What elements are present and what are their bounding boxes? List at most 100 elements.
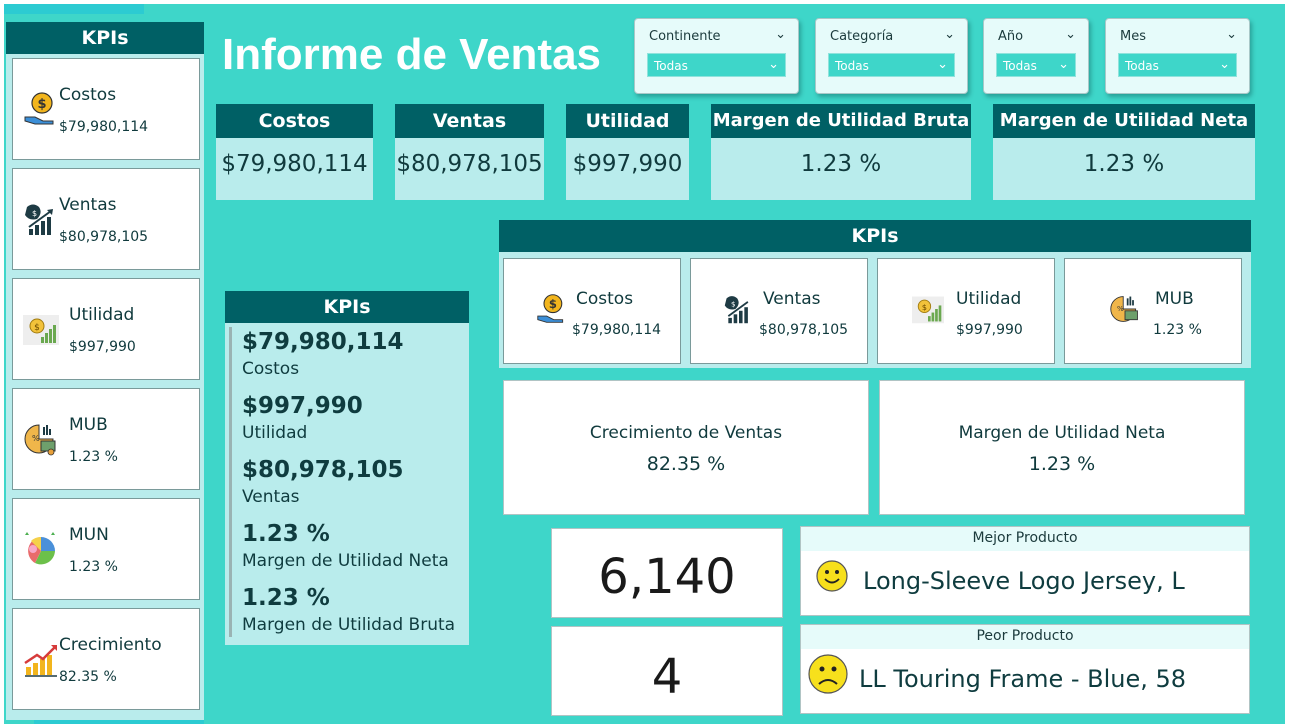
left-kpi-card-costos[interactable]: $ Costos $79,980,114: [12, 58, 200, 160]
chevron-down-icon[interactable]: ⌄: [775, 27, 786, 42]
card-ventas[interactable]: Ventas $80,978,105: [395, 104, 544, 200]
best-product-card[interactable]: Mejor Producto Long-Sleeve Logo Jersey, …: [800, 526, 1250, 616]
mid-kpi-label: Costos: [242, 359, 300, 379]
mid-kpi-value: $997,990: [242, 393, 363, 419]
best-count-card[interactable]: 6,140: [551, 528, 783, 618]
card-header: Ventas: [395, 104, 544, 138]
svg-text:%: %: [32, 434, 40, 443]
report-canvas: KPIs $ Costos $79,980,114 $ Ventas: [4, 4, 1285, 724]
slicer-mes[interactable]: Mes ⌄ Todas ⌄: [1105, 18, 1250, 94]
growth-chart-icon: [24, 645, 57, 677]
card-value: 82.35 %: [646, 453, 726, 475]
card-label: Crecimiento de Ventas: [589, 423, 783, 443]
card-header: Margen de Utilidad Bruta: [711, 104, 971, 138]
slicer-dropdown[interactable]: Todas ⌄: [828, 53, 955, 77]
right-kpi-panel: KPIs $ Costos $79,980,114 $ Ventas $80,9…: [499, 220, 1251, 368]
mid-kpi-label: Ventas: [242, 487, 300, 507]
left-kpi-header: KPIs: [6, 22, 204, 54]
card-margen-bruta[interactable]: Margen de Utilidad Bruta 1.23 %: [711, 104, 971, 200]
left-kpi-card-mun[interactable]: MUN 1.23 %: [12, 498, 200, 600]
bottom-stripe: [34, 718, 204, 724]
card-crecimiento-ventas[interactable]: Crecimiento de Ventas 82.35 %: [503, 380, 869, 515]
mid-kpi-label: Margen de Utilidad Neta: [242, 551, 449, 571]
mid-kpi-label: Utilidad: [242, 423, 308, 443]
smiley-face-icon: [816, 560, 848, 592]
accent-bar: [229, 327, 232, 637]
mid-kpi-value: 1.23 %: [242, 585, 330, 611]
slicer-label: Continente: [649, 29, 721, 44]
right-kpi-value: $79,980,114: [572, 322, 662, 338]
mid-kpi-item: $79,980,114 Costos: [242, 329, 404, 379]
chevron-down-icon[interactable]: ⌄: [944, 27, 955, 42]
mid-kpi-label: Margen de Utilidad Bruta: [242, 615, 456, 635]
worst-product-card[interactable]: Peor Producto LL Touring Frame - Blue, 5…: [800, 624, 1250, 714]
right-kpi-card-utilidad[interactable]: $ Utilidad $997,990: [877, 258, 1055, 364]
left-kpi-value: $997,990: [69, 339, 136, 355]
money-bag-hand-icon: $: [24, 92, 54, 125]
left-kpi-card-mub[interactable]: % MUB 1.23 %: [12, 388, 200, 490]
slicer-dropdown[interactable]: Todas ⌄: [647, 53, 786, 77]
left-kpi-label: Utilidad: [69, 305, 135, 325]
money-bag-growth-icon: $: [25, 204, 53, 235]
slicer-dropdown[interactable]: Todas ⌄: [1118, 53, 1237, 77]
slicer-value: Todas: [1125, 59, 1159, 73]
chevron-down-icon: ⌄: [768, 57, 779, 72]
left-kpi-card-ventas[interactable]: $ Ventas $80,978,105: [12, 168, 200, 270]
slicer-continente[interactable]: Continente ⌄ Todas ⌄: [634, 18, 799, 94]
right-kpi-card-mub[interactable]: % MUB 1.23 %: [1064, 258, 1242, 364]
slicer-value: Todas: [1003, 59, 1037, 73]
card-header: Costos: [216, 104, 373, 138]
money-bag-hand-icon: $: [537, 294, 564, 323]
svg-text:%: %: [1117, 304, 1124, 313]
slicer-label: Año: [998, 29, 1024, 44]
left-kpi-label: Crecimiento: [59, 635, 162, 655]
right-kpi-card-costos[interactable]: $ Costos $79,980,114: [503, 258, 681, 364]
card-value: 1.23 %: [1083, 151, 1165, 177]
svg-text:$: $: [37, 97, 46, 112]
slicer-value: Todas: [835, 59, 869, 73]
svg-text:$: $: [32, 209, 37, 218]
card-costos[interactable]: Costos $79,980,114: [216, 104, 373, 200]
top-stripe: [4, 4, 144, 14]
left-kpi-value: 82.35 %: [59, 669, 117, 685]
left-kpi-label: Costos: [59, 85, 117, 105]
svg-text:$: $: [922, 303, 927, 312]
left-kpi-value: $79,980,114: [59, 119, 149, 135]
card-label: Margen de Utilidad Neta: [958, 423, 1166, 443]
best-product-label: Mejor Producto: [801, 527, 1249, 551]
multi-row-kpi-card[interactable]: KPIs $79,980,114 Costos $997,990 Utilida…: [225, 291, 469, 645]
chevron-down-icon[interactable]: ⌄: [1065, 27, 1076, 42]
slicer-dropdown[interactable]: Todas ⌄: [996, 53, 1076, 77]
worst-product-value: LL Touring Frame - Blue, 58: [859, 665, 1187, 693]
right-kpi-header: KPIs: [499, 220, 1251, 252]
sad-face-icon: [808, 654, 848, 694]
slicer-categoria[interactable]: Categoría ⌄ Todas ⌄: [815, 18, 968, 94]
right-kpi-value: 1.23 %: [1153, 322, 1202, 338]
slicer-ano[interactable]: Año ⌄ Todas ⌄: [983, 18, 1089, 94]
card-value: $79,980,114: [221, 151, 368, 177]
slicer-label: Categoría: [830, 29, 894, 44]
chevron-down-icon[interactable]: ⌄: [1226, 27, 1237, 42]
right-kpi-label: Ventas: [763, 289, 821, 309]
left-kpi-label: MUN: [69, 525, 109, 545]
card-utilidad[interactable]: Utilidad $997,990: [566, 104, 689, 200]
card-header: Margen de Utilidad Neta: [993, 104, 1255, 138]
chevron-down-icon: ⌄: [937, 57, 948, 72]
right-kpi-card-ventas[interactable]: $ Ventas $80,978,105: [690, 258, 868, 364]
margin-donut-icon: [25, 532, 55, 565]
worst-count-card[interactable]: 4: [551, 626, 783, 716]
card-margen-neta[interactable]: Margen de Utilidad Neta 1.23 %: [993, 104, 1255, 200]
page-title: Informe de Ventas: [222, 30, 602, 79]
right-kpi-value: $80,978,105: [759, 322, 849, 338]
left-kpi-card-utilidad[interactable]: $ Utilidad $997,990: [12, 278, 200, 380]
slicer-value: Todas: [654, 59, 688, 73]
card-margen-neta-2[interactable]: Margen de Utilidad Neta 1.23 %: [879, 380, 1245, 515]
left-kpi-label: Ventas: [59, 195, 117, 215]
mid-kpi-item: 1.23 % Margen de Utilidad Bruta: [242, 585, 455, 635]
chevron-down-icon: ⌄: [1219, 57, 1230, 72]
best-product-value: Long-Sleeve Logo Jersey, L: [863, 567, 1185, 595]
left-kpi-card-crecimiento[interactable]: Crecimiento 82.35 %: [12, 608, 200, 710]
card-value: $80,978,105: [396, 151, 543, 177]
right-kpi-label: MUB: [1155, 289, 1194, 309]
mid-kpi-item: $997,990 Utilidad: [242, 393, 363, 443]
